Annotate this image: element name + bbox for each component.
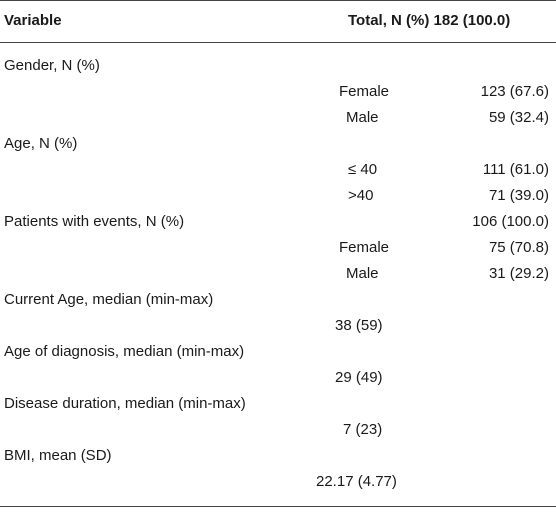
- table-row: 29 (49): [0, 365, 556, 391]
- row-label: Age of diagnosis, median (min-max): [4, 343, 245, 360]
- row-label: Current Age, median (min-max): [4, 291, 214, 308]
- row-sub: 22.17 (4.77): [316, 473, 397, 490]
- table-row: Gender, N (%): [0, 53, 556, 79]
- row-value: 71 (39.0): [488, 187, 549, 204]
- row-label: Gender, N (%): [4, 57, 100, 74]
- data-table: Variable Total, N (%) 182 (100.0) Gender…: [0, 0, 556, 495]
- row-sub: Female: [339, 239, 390, 256]
- row-sub: 38 (59): [335, 317, 383, 334]
- row-sub: Male: [346, 109, 379, 126]
- row-label: BMI, mean (SD): [4, 447, 112, 464]
- row-value: 123 (67.6): [480, 83, 549, 100]
- row-sub: ≤ 40: [348, 161, 378, 178]
- table-row: ≤ 40 111 (61.0): [0, 157, 556, 183]
- table-row: 22.17 (4.77): [0, 469, 556, 495]
- table-row: Age of diagnosis, median (min-max): [0, 339, 556, 365]
- table-row: Disease duration, median (min-max): [0, 391, 556, 417]
- row-sub: Male: [346, 265, 379, 282]
- row-sub: 29 (49): [335, 369, 383, 386]
- row-value: 106 (100.0): [472, 213, 549, 230]
- row-sub: >40: [348, 187, 374, 204]
- table-row: Female 123 (67.6): [0, 79, 556, 105]
- header-variable: Variable: [4, 12, 62, 29]
- header-total: Total, N (%) 182 (100.0): [348, 12, 511, 29]
- row-value: 31 (29.2): [488, 265, 549, 282]
- table-row: 38 (59): [0, 313, 556, 339]
- table-row: Male 31 (29.2): [0, 261, 556, 287]
- row-sub: 7 (23): [343, 421, 383, 438]
- table-row: BMI, mean (SD): [0, 443, 556, 469]
- table-row: Male 59 (32.4): [0, 105, 556, 131]
- bottom-rule: [0, 506, 556, 507]
- row-label: Age, N (%): [4, 135, 78, 152]
- row-sub: Female: [339, 83, 390, 100]
- row-value: 75 (70.8): [488, 239, 549, 256]
- table-row: Patients with events, N (%) 106 (100.0): [0, 209, 556, 235]
- table-row: >40 71 (39.0): [0, 183, 556, 209]
- table-header: Variable Total, N (%) 182 (100.0): [0, 0, 556, 43]
- table-row: 7 (23): [0, 417, 556, 443]
- table-row: Female 75 (70.8): [0, 235, 556, 261]
- row-label: Disease duration, median (min-max): [4, 395, 246, 412]
- row-label: Patients with events, N (%): [4, 213, 185, 230]
- row-value: 111 (61.0): [482, 161, 549, 178]
- table-row: Age, N (%): [0, 131, 556, 157]
- row-value: 59 (32.4): [488, 109, 549, 126]
- table-row: Current Age, median (min-max): [0, 287, 556, 313]
